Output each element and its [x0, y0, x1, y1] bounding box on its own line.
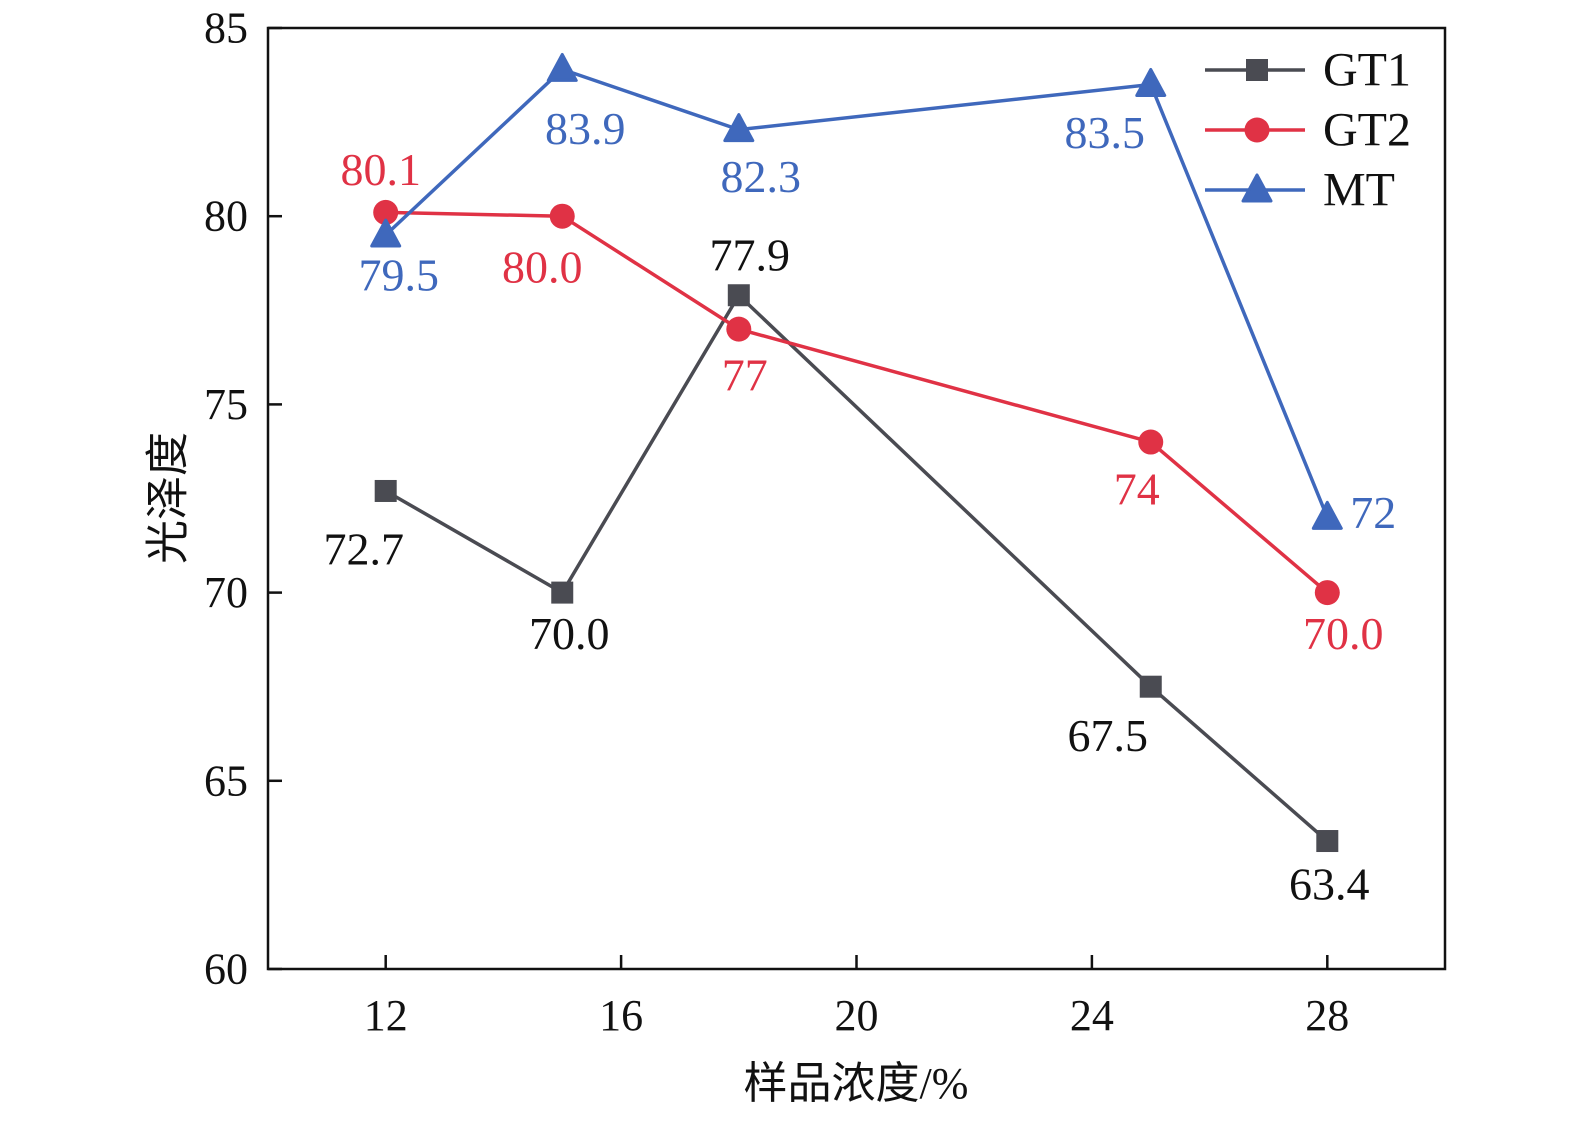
series-line-MT: [384, 67, 1329, 518]
y-tick-label: 75: [204, 380, 248, 429]
legend-marker-icon: [1246, 59, 1268, 81]
legend-item-GT2: GT2: [1205, 104, 1411, 157]
legend-marker-icon: [1241, 173, 1273, 203]
legend-label: MT: [1323, 164, 1395, 217]
x-tick-label: 28: [1305, 991, 1349, 1040]
plot-frame: [266, 26, 1447, 971]
data-label-GT2: 70.0: [1303, 608, 1384, 659]
legend-item-GT1: GT1: [1205, 44, 1411, 97]
data-point-MT: [546, 52, 578, 82]
y-tick-label: 85: [204, 4, 248, 53]
data-point-GT2: [726, 316, 752, 342]
data-label-MT: 83.5: [1065, 107, 1146, 158]
data-point-GT2: [1138, 429, 1164, 455]
data-label-GT2: 80.0: [502, 242, 583, 293]
x-tick-label: 20: [835, 991, 879, 1040]
data-point-MT: [723, 113, 755, 143]
data-point-MT: [1135, 67, 1167, 97]
data-point-MT: [370, 218, 402, 248]
y-tick-label: 60: [204, 945, 248, 994]
data-label-GT1: 77.9: [710, 230, 791, 281]
series-MT: 79.5 83.9 82.3 83.5 72: [358, 52, 1396, 538]
legend-item-MT: MT: [1205, 164, 1395, 217]
data-point-GT2: [373, 199, 399, 225]
data-label-GT1: 70.0: [529, 608, 610, 659]
legend: GT1 GT2 MT: [1205, 44, 1411, 217]
data-point-GT1: [374, 479, 397, 502]
y-tick-label: 70: [204, 568, 248, 617]
data-point-GT2: [549, 203, 575, 229]
data-label-MT: 79.5: [358, 250, 439, 301]
data-label-GT2: 80.1: [340, 144, 421, 195]
data-point-GT1: [727, 284, 750, 307]
data-point-GT1: [1316, 830, 1339, 853]
data-label-MT: 83.9: [545, 103, 626, 154]
series-GT1: 72.7 70.0 77.9 67.5 63.4: [323, 230, 1369, 910]
data-label-GT1: 63.4: [1289, 859, 1370, 910]
legend-label: GT1: [1323, 44, 1411, 97]
series-GT2: 80.1 80.0 77 74 70.0: [340, 144, 1383, 659]
x-axis-label: 样品浓度/%: [744, 1059, 969, 1108]
data-label-GT2: 74: [1114, 464, 1160, 515]
x-tick-label: 24: [1070, 991, 1114, 1040]
legend-label: GT2: [1323, 104, 1411, 157]
data-label-GT2: 77: [722, 350, 768, 401]
data-point-MT: [1311, 500, 1343, 530]
data-point-GT2: [1314, 580, 1340, 606]
data-point-GT1: [551, 581, 574, 604]
data-label-MT: 82.3: [721, 151, 802, 202]
y-tick-label: 65: [204, 756, 248, 805]
x-tick-label: 16: [599, 991, 643, 1040]
legend-marker-icon: [1244, 117, 1270, 143]
data-label-MT: 72: [1350, 487, 1396, 538]
data-label-GT1: 72.7: [323, 523, 404, 574]
x-tick-label: 12: [364, 991, 408, 1040]
y-axis-label: 光泽度: [144, 432, 193, 564]
data-label-GT1: 67.5: [1068, 710, 1149, 761]
y-tick-label: 80: [204, 192, 248, 241]
data-point-GT1: [1139, 675, 1162, 698]
series-line-GT1: [384, 292, 1329, 843]
